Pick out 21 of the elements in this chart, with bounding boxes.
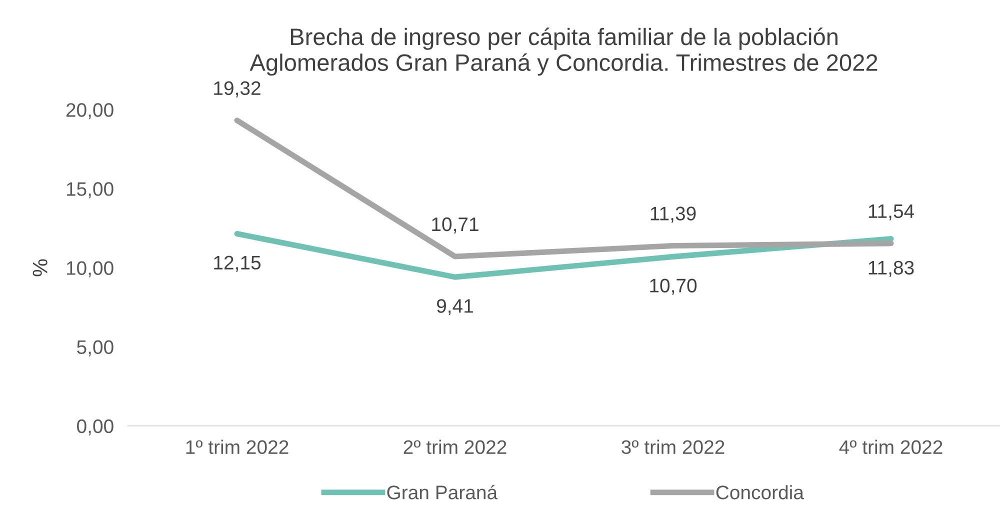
data-label: 11,39 [650, 206, 696, 223]
chart-title: Brecha de ingreso per cápita familiar de la población Aglomerados Gran Paraná y Concordia. Trimestres de 2022 [250, 28, 878, 76]
data-label: 19,32 [214, 81, 260, 98]
data-label: 10,71 [432, 217, 478, 234]
data-label: 11,83 [868, 260, 914, 277]
x-tick-label: 4º trim 2022 [839, 440, 942, 454]
legend-label: Gran Paraná [387, 484, 498, 500]
y-tick-label: 15,00 [66, 182, 114, 198]
data-label: 9,41 [436, 299, 473, 316]
x-tick-label: 3º trim 2022 [622, 440, 724, 454]
x-tick-label: 2º trim 2022 [404, 440, 506, 454]
y-axis-title: % [32, 259, 48, 276]
data-label: 12,15 [214, 256, 261, 272]
data-label: 11,54 [868, 204, 914, 220]
y-tick-label: 0,00 [77, 419, 114, 436]
y-tick-label: 20,00 [66, 103, 114, 120]
y-tick-label: 10,00 [66, 261, 114, 278]
y-tick-label: 5,00 [77, 340, 114, 356]
data-label: 10,70 [650, 278, 697, 295]
legend-label: Concordia [716, 485, 804, 500]
x-tick-label: 1º trim 2022 [186, 440, 288, 454]
